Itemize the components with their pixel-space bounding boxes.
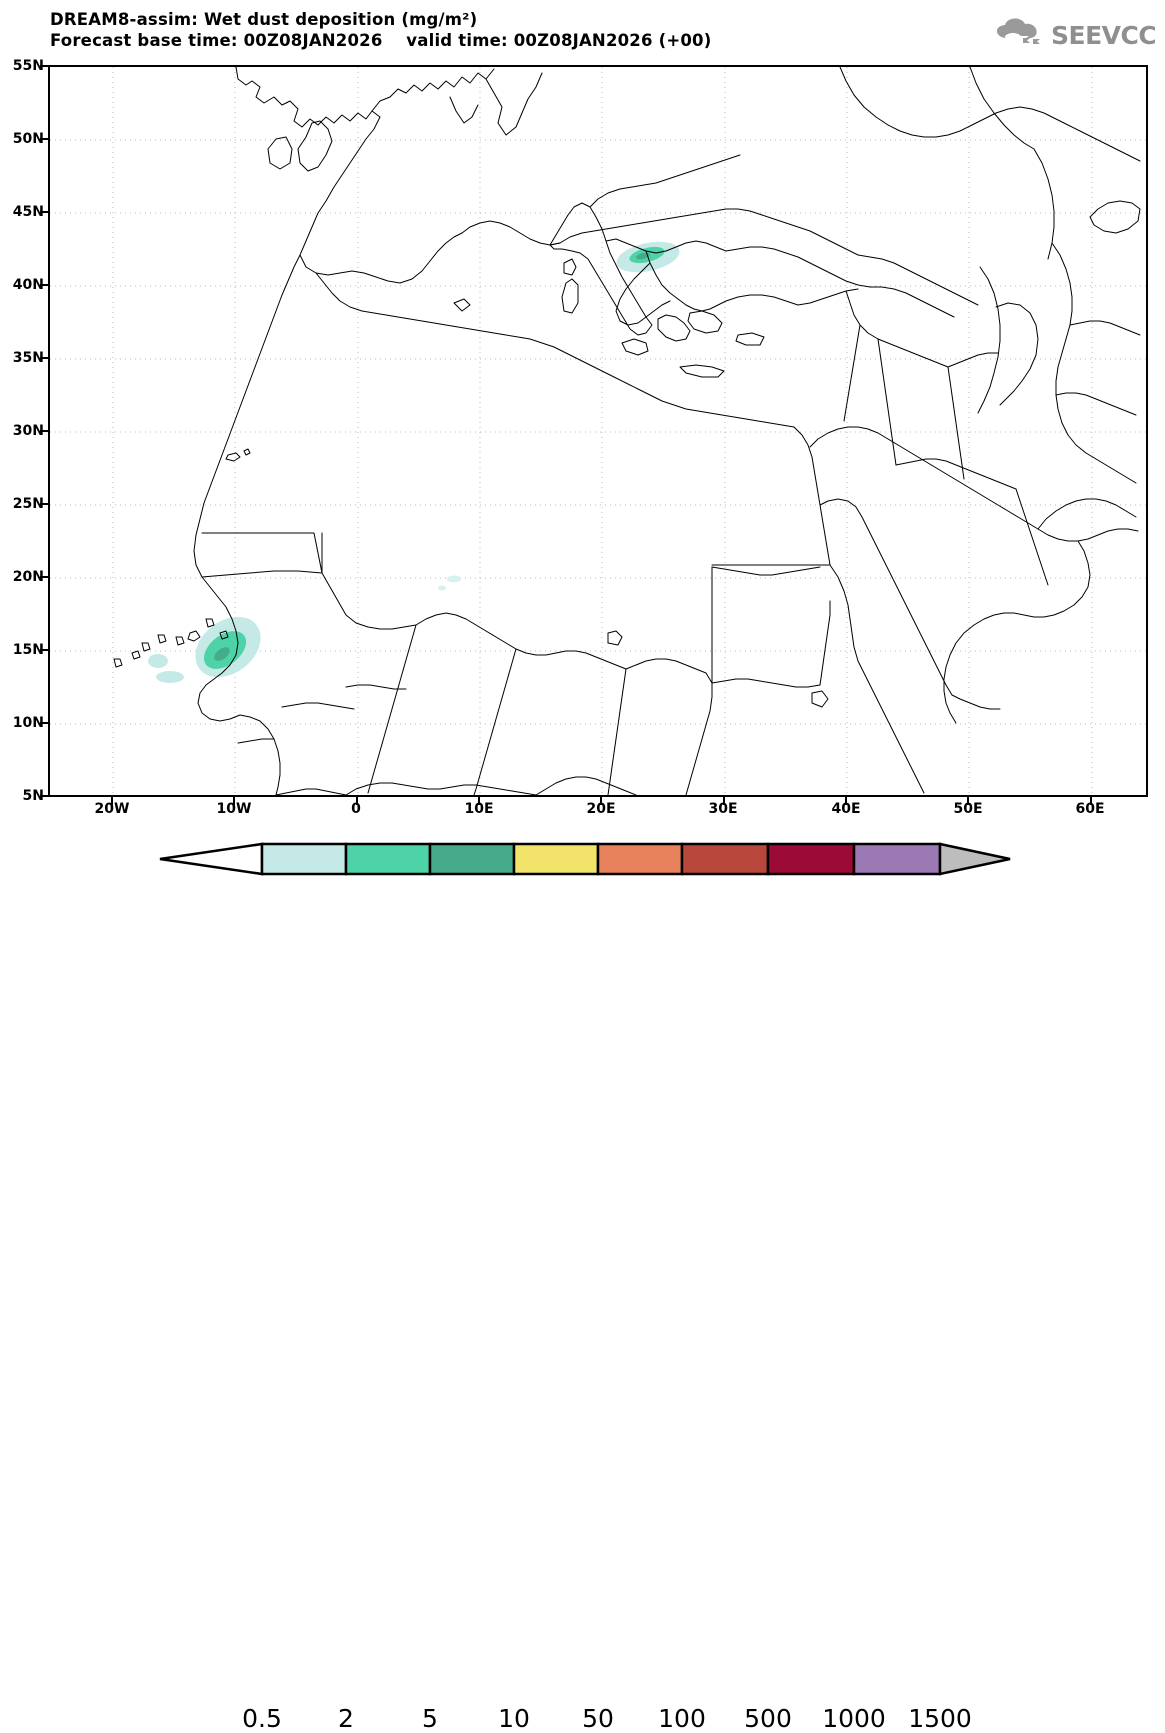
dust-deposition-contours xyxy=(148,241,680,683)
colorbar-segment-100-500 xyxy=(680,842,770,876)
y-tick-label: 25N xyxy=(12,496,44,512)
map-plot-area[interactable] xyxy=(48,65,1148,797)
y-tick-mark xyxy=(40,576,48,578)
y-tick-label: 10N xyxy=(12,715,44,731)
colorbar-swatches xyxy=(159,842,1011,876)
y-tick-label: 5N xyxy=(22,788,44,804)
colorbar-segment-500-1000 xyxy=(766,842,856,876)
chart-header: DREAM8-assim: Wet dust deposition (mg/m²… xyxy=(0,0,1165,60)
colorbar-segment-2-5 xyxy=(344,842,432,876)
x-tick-mark xyxy=(1090,797,1092,805)
y-tick-mark xyxy=(40,649,48,651)
x-tick-label: 0 xyxy=(351,801,361,817)
colorbar-legend[interactable]: 0.5 2 5 10 50 100 500 1000 1500 xyxy=(0,840,1165,1733)
y-tick-mark xyxy=(40,430,48,432)
y-tick-label: 40N xyxy=(12,277,44,293)
contour-band-0p5-2 xyxy=(447,575,461,583)
colorbar-overflow-arrow xyxy=(938,842,1011,876)
x-tick-label: 50E xyxy=(953,801,983,817)
contour-band-0p5-2 xyxy=(156,671,184,683)
y-tick-label: 15N xyxy=(12,642,44,658)
colorbar-tick-label: 5 xyxy=(422,1704,438,1733)
colorbar-segment-50-100 xyxy=(596,842,684,876)
map-coastlines-borders xyxy=(113,67,1141,795)
y-tick-mark xyxy=(40,357,48,359)
x-tick-label: 10E xyxy=(464,801,494,817)
colorbar-segment-1000-1500 xyxy=(852,842,942,876)
grid-lines xyxy=(50,67,1146,795)
colorbar-tick-label: 10 xyxy=(498,1704,530,1733)
colorbar-tick-label: 2 xyxy=(338,1704,354,1733)
contour-band-5-10 xyxy=(636,252,650,260)
x-tick-label: 20W xyxy=(94,801,130,817)
svg-text:SEEVCCC: SEEVCCC xyxy=(1051,21,1155,50)
y-tick-label: 55N xyxy=(12,58,44,74)
cloud-icon xyxy=(996,18,1040,44)
colorbar-segment-0p5-2 xyxy=(260,842,348,876)
y-tick-mark xyxy=(40,503,48,505)
colorbar-tick-label: 50 xyxy=(582,1704,614,1733)
x-tick-mark xyxy=(967,797,969,805)
y-tick-mark xyxy=(40,138,48,140)
y-tick-label: 35N xyxy=(12,350,44,366)
x-tick-mark xyxy=(233,797,235,805)
x-tick-mark xyxy=(356,797,358,805)
colorbar-tick-label: 0.5 xyxy=(242,1704,282,1733)
seevccc-logo: SEEVCCC xyxy=(985,12,1155,52)
x-tick-mark xyxy=(723,797,725,805)
x-tick-mark xyxy=(478,797,480,805)
x-tick-label: 20E xyxy=(586,801,616,817)
y-tick-label: 45N xyxy=(12,204,44,220)
y-tick-mark xyxy=(40,284,48,286)
y-tick-mark xyxy=(40,722,48,724)
x-tick-mark xyxy=(111,797,113,805)
x-tick-label: 30E xyxy=(708,801,738,817)
y-tick-label: 20N xyxy=(12,569,44,585)
x-tick-label: 40E xyxy=(831,801,861,817)
y-tick-label: 50N xyxy=(12,131,44,147)
y-tick-mark xyxy=(40,211,48,213)
colorbar-tick-label: 1500 xyxy=(908,1704,972,1733)
colorbar-segment-5-10 xyxy=(428,842,516,876)
colorbar-tick-label: 500 xyxy=(744,1704,792,1733)
page-title: DREAM8-assim: Wet dust deposition (mg/m²… xyxy=(50,10,478,29)
x-tick-mark xyxy=(600,797,602,805)
colorbar-tick-label: 1000 xyxy=(822,1704,886,1733)
contour-band-0p5-2 xyxy=(148,654,168,668)
colorbar-underflow-arrow xyxy=(159,842,264,876)
y-tick-mark xyxy=(40,795,48,797)
x-tick-mark xyxy=(845,797,847,805)
y-tick-mark xyxy=(40,65,48,67)
x-tick-label: 10W xyxy=(216,801,252,817)
y-tick-label: 30N xyxy=(12,423,44,439)
colorbar-segment-10-50 xyxy=(512,842,600,876)
x-tick-label: 60E xyxy=(1075,801,1105,817)
contour-band-5-10 xyxy=(214,647,230,661)
contour-band-0p5-2 xyxy=(438,585,446,591)
colorbar-tick-label: 100 xyxy=(658,1704,706,1733)
forecast-time-subtitle: Forecast base time: 00Z08JAN2026 valid t… xyxy=(50,31,712,50)
